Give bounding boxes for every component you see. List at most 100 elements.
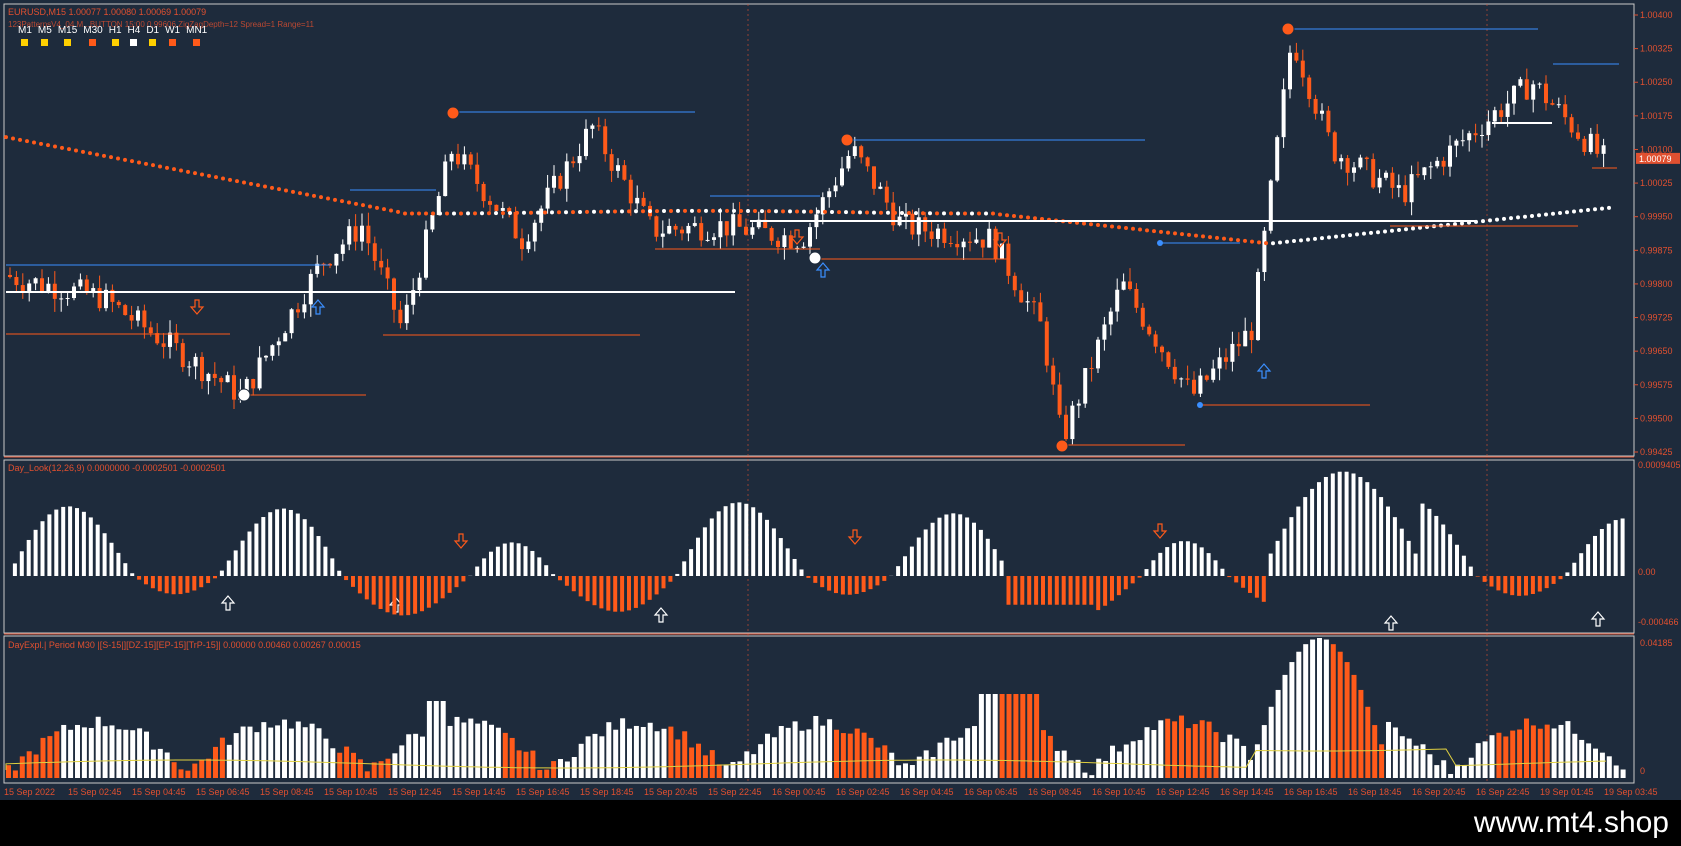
candle-body [1505,103,1510,117]
histogram-bar [992,549,997,576]
timeframe-mn1[interactable]: MN1 [186,25,207,46]
candle-body [692,223,697,226]
price-chart[interactable]: 1.004001.003251.002501.001751.001001.000… [0,0,1681,800]
timeframe-w1[interactable]: W1 [165,25,180,46]
histogram-bar [1248,576,1252,593]
timeframe-h4[interactable]: H4 [128,25,140,46]
candle-body [673,225,678,230]
candle-body [494,204,499,211]
panel1-up-arrow-icon [220,595,236,611]
candle-body [1064,414,1068,440]
histogram-bar [965,517,970,576]
moving-average-dot [431,211,435,216]
candle-body [264,355,268,358]
histogram-bar [157,576,162,592]
moving-average-dot [802,209,806,214]
candle-body [1038,302,1043,322]
moving-average-dot [557,210,561,215]
histogram-bar [1317,638,1322,778]
timeframe-d1[interactable]: D1 [146,25,159,46]
candle-body [1537,83,1542,85]
candle-body [923,217,928,232]
candle-body [1006,243,1011,276]
histogram-bar [737,761,743,778]
histogram-bar [406,734,412,778]
time-tick-label: 15 Sep 06:45 [196,787,250,797]
moving-average-dot [214,175,218,180]
candle-body [904,213,908,217]
moving-average-dot [1313,236,1317,241]
histogram-bar [1103,761,1109,778]
histogram-bar [164,576,169,594]
moving-average-dot [977,211,981,216]
histogram-bar [1372,725,1378,778]
panel2-title: DayExpl.| Period M30 |[S-15|][DZ-15][EP-… [8,640,361,650]
candle-body [40,278,44,292]
histogram-bar [192,576,197,591]
moving-average-dot [312,193,316,198]
timeframe-m5[interactable]: M5 [38,25,52,46]
timeframe-h1[interactable]: H1 [109,25,122,46]
timeframe-m1[interactable]: M1 [18,25,32,46]
histogram-bar [668,576,673,582]
histogram-bar [1482,576,1487,582]
candle-body [276,341,281,346]
histogram-bar [1599,752,1605,778]
candle-body [532,222,537,242]
histogram-bar [68,729,74,778]
histogram-bar [468,718,474,778]
moving-average-dot [1271,241,1275,246]
candle-body [699,223,704,241]
histogram-bar [109,542,114,576]
time-tick-label: 15 Sep 14:45 [452,787,506,797]
histogram-bar [351,752,356,778]
timeframe-selector[interactable]: M1 M5 M15 M30 H1 H4 D1 W1 MN1 [18,25,213,46]
histogram-bar [516,750,522,778]
candle-body [968,241,972,243]
zigzag-marker [808,251,822,265]
candle-body [1115,289,1120,312]
moving-average-dot [284,188,288,193]
candle-body [104,289,108,309]
histogram-bar [1606,523,1611,576]
moving-average-dot [648,209,652,214]
indicator-info: 123PatternsV4_04 M...BUTTON 15:00 0.9960… [8,20,314,29]
histogram-bar [1227,576,1232,578]
candle-body [654,216,659,237]
histogram-bar [840,733,846,778]
histogram-bar [689,747,695,778]
candle-body [795,247,800,249]
candle-body [468,154,473,165]
time-tick-label: 16 Sep 02:45 [836,787,890,797]
histogram-bar [509,737,515,778]
candle-body [251,379,256,389]
histogram-bar [1123,576,1128,590]
candle-body [443,161,448,197]
histogram-bar [482,720,488,778]
candle-body [1403,185,1408,203]
moving-average-dot [235,179,239,184]
histogram-bar [799,569,804,576]
time-tick-label: 16 Sep 06:45 [964,787,1018,797]
candle-body [667,225,672,234]
moving-average-dot [340,199,344,204]
panel1-border [3,459,1635,634]
panel2-axis: 0.04185 0 [1640,638,1673,776]
chart-window[interactable]: 1.00400 1.00325 1.00250 1.00175 1.00100 1.000… [0,0,1681,800]
candle-body [142,310,147,328]
histogram-bar [75,724,80,778]
histogram-bar [882,576,887,581]
timeframe-m30[interactable]: M30 [83,25,103,46]
candle-body [257,357,262,389]
histogram-bar [585,576,590,602]
histogram-bar [730,762,736,778]
histogram-bar [171,762,177,778]
panel1-tick-label: 0.0009405 [1638,460,1681,470]
moving-average-dot [1488,218,1492,223]
candle-body [193,356,198,367]
timeframe-m15[interactable]: M15 [58,25,77,46]
histogram-bar [123,563,128,576]
histogram-bar [489,724,494,778]
histogram-bar [1461,765,1467,778]
candle-body [1096,339,1100,369]
